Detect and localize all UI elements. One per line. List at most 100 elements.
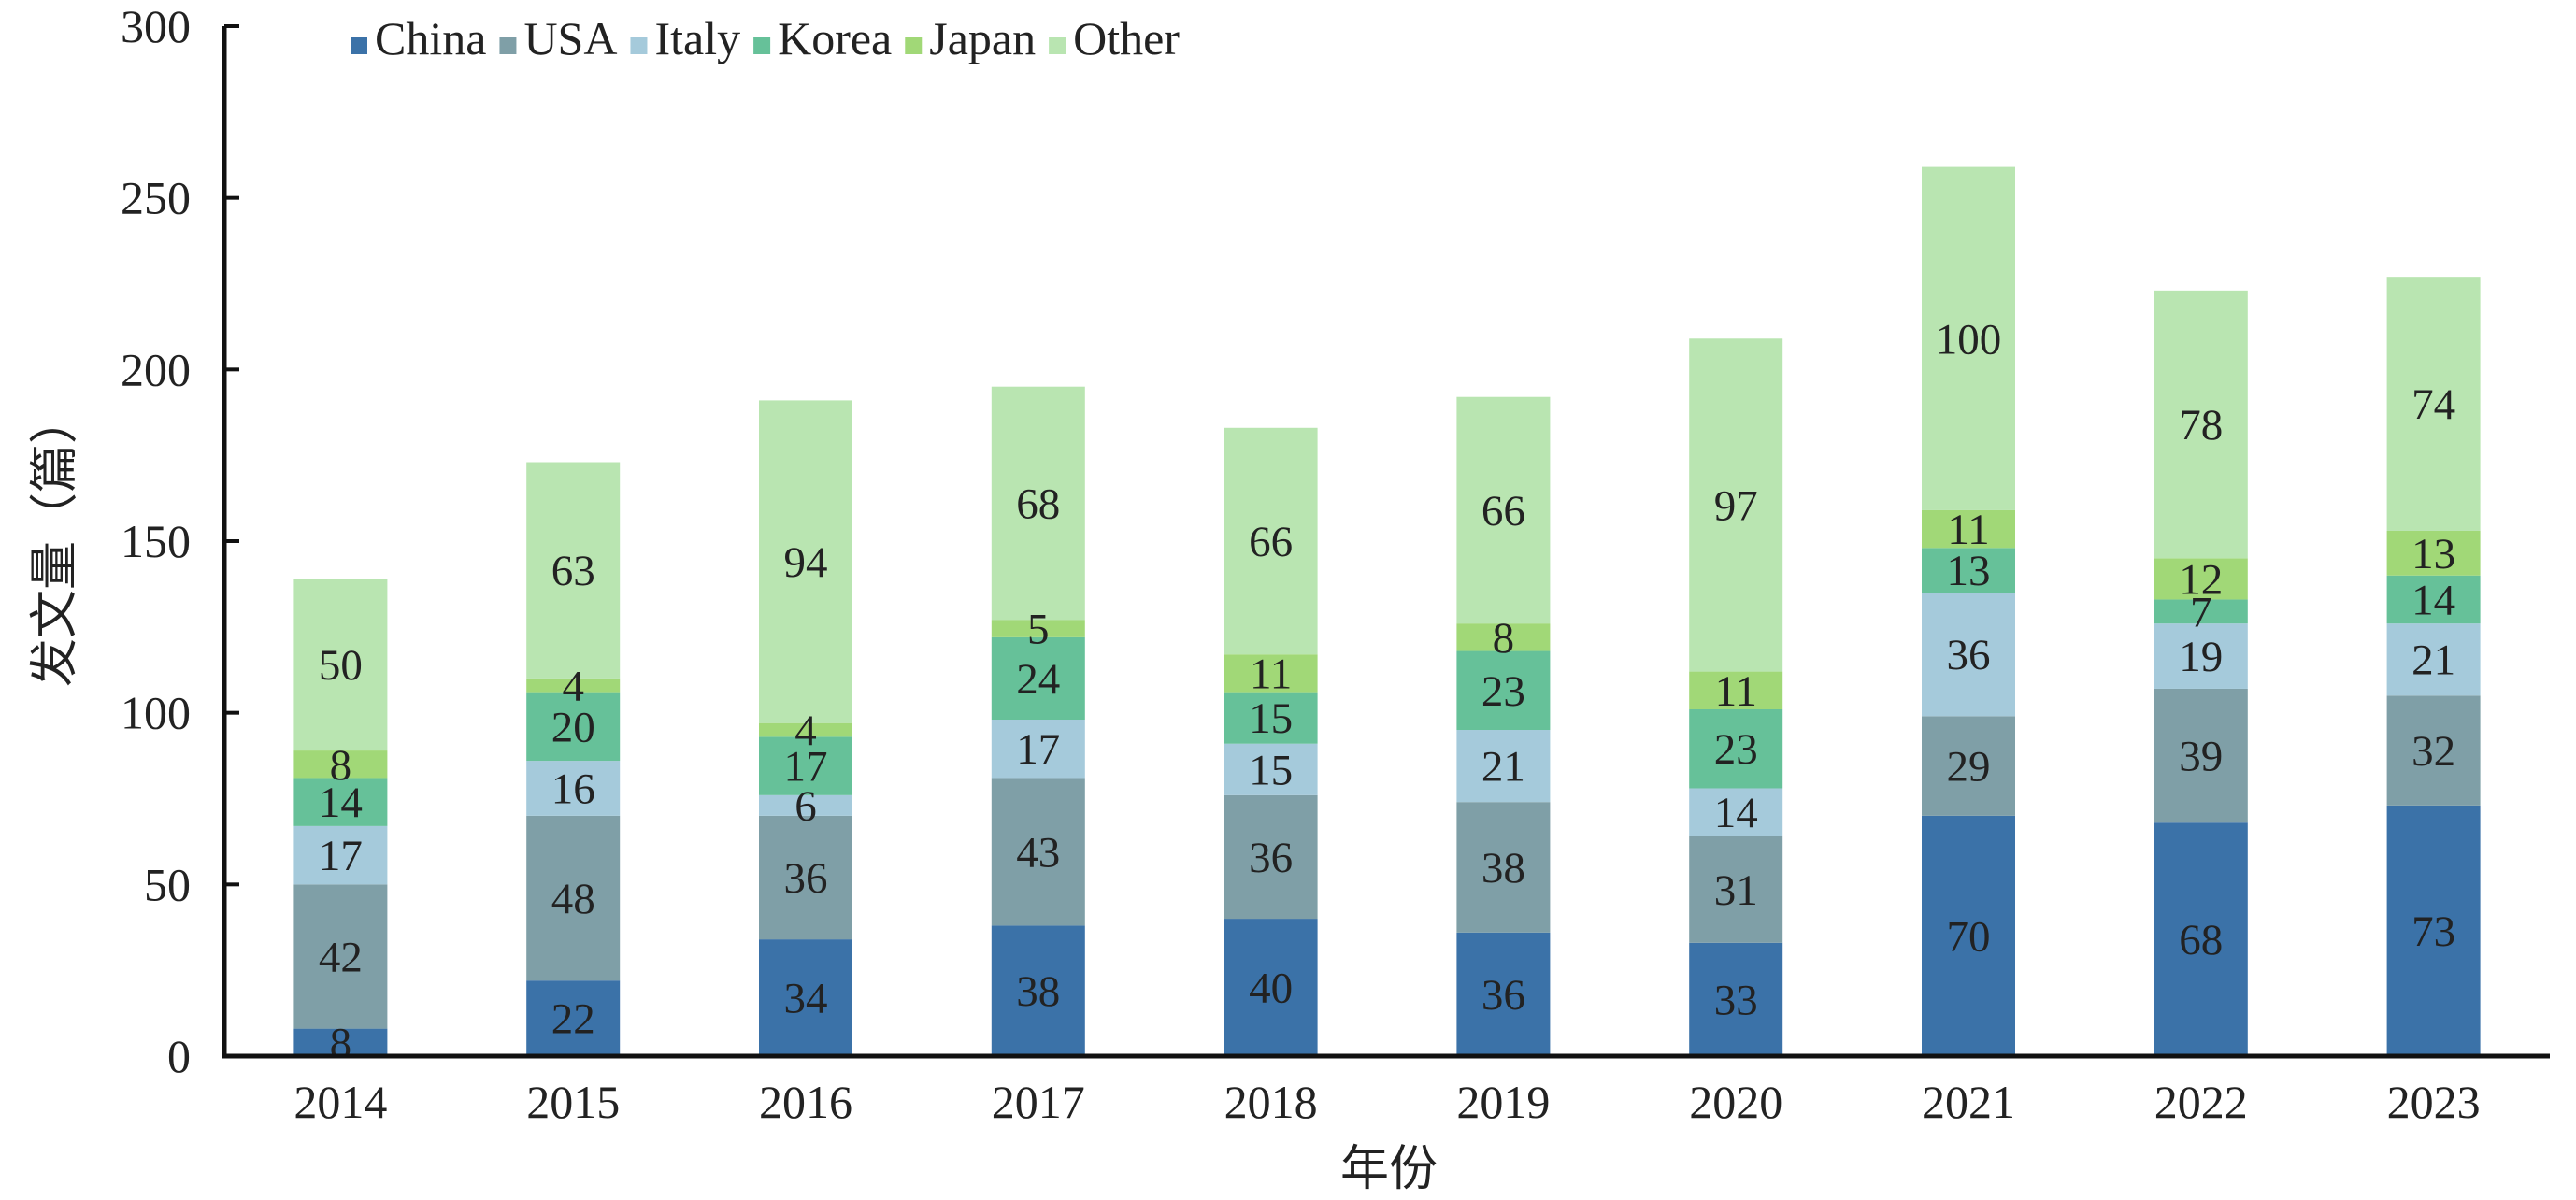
data-label-usa-2015: 48: [551, 875, 595, 923]
bar-segment-china-2022: [2154, 822, 2248, 1056]
bar-segment-other-2015: [526, 462, 621, 679]
x-tick-label-2020: 2020: [1689, 1076, 1782, 1128]
data-label-japan-2016: 4: [794, 707, 817, 755]
data-label-italy-2022: 19: [2179, 633, 2223, 681]
bar-segment-other-2018: [1224, 427, 1318, 655]
bar-segment-korea-2022: [2154, 599, 2248, 624]
data-label-italy-2021: 36: [1947, 631, 1991, 679]
data-label-usa-2018: 36: [1249, 834, 1293, 882]
legend-label-usa: USA: [523, 12, 617, 64]
y-tick-label-0: 0: [167, 1030, 191, 1082]
data-label-china-2015: 22: [551, 995, 595, 1044]
y-tick-label-100: 100: [121, 687, 191, 739]
bar-segment-italy-2016: [759, 794, 852, 816]
bar-segment-japan-2022: [2154, 558, 2248, 600]
x-tick-label-2016: 2016: [759, 1076, 852, 1128]
bar-segment-china-2021: [1922, 815, 2015, 1056]
data-label-other-2020: 97: [1714, 481, 1758, 530]
bar-segment-japan-2018: [1224, 654, 1318, 693]
bar-segment-usa-2017: [991, 778, 1085, 926]
data-label-korea-2014: 14: [319, 779, 363, 827]
data-label-italy-2014: 17: [319, 832, 363, 880]
bar-segment-japan-2023: [2386, 530, 2481, 576]
data-labels-layer: 8421714850224816204633436617494384317245…: [319, 315, 2455, 1067]
legend-label-italy: Italy: [654, 12, 740, 64]
x-tick-label-2015: 2015: [526, 1076, 620, 1128]
bar-segment-korea-2015: [526, 692, 621, 762]
bar-segment-italy-2014: [293, 825, 388, 885]
bar-segment-japan-2015: [526, 678, 621, 693]
bar-segment-china-2014: [293, 1028, 388, 1056]
bar-segment-other-2014: [293, 579, 388, 751]
bar-segment-korea-2016: [759, 736, 852, 795]
data-label-other-2015: 63: [551, 547, 595, 595]
legend-label-korea: Korea: [778, 12, 892, 64]
bar-segment-korea-2021: [1922, 548, 2015, 593]
bar-segment-japan-2016: [759, 722, 852, 737]
x-tick-label-2023: 2023: [2387, 1076, 2481, 1128]
bar-segment-china-2018: [1224, 919, 1318, 1056]
data-label-other-2023: 74: [2411, 380, 2455, 429]
legend-swatch-italy: [630, 37, 648, 54]
y-tick-label-200: 200: [121, 343, 191, 395]
legend-label-japan: Japan: [929, 12, 1036, 64]
x-tick-label-2017: 2017: [992, 1076, 1085, 1128]
data-label-china-2019: 36: [1481, 971, 1525, 1020]
data-label-italy-2018: 15: [1249, 746, 1293, 794]
bar-segment-korea-2020: [1689, 708, 1783, 789]
data-label-italy-2016: 6: [794, 782, 817, 831]
data-label-china-2018: 40: [1249, 964, 1293, 1013]
data-label-japan-2023: 13: [2411, 530, 2455, 579]
bar-segment-other-2021: [1922, 166, 2015, 510]
data-label-usa-2014: 42: [319, 933, 363, 981]
bar-segment-usa-2022: [2154, 688, 2248, 823]
bar-segment-other-2019: [1456, 396, 1551, 624]
data-label-japan-2020: 11: [1715, 667, 1757, 716]
bar-segment-italy-2019: [1456, 730, 1551, 803]
data-label-italy-2015: 16: [551, 764, 595, 813]
bar-segment-other-2020: [1689, 338, 1783, 672]
bar-segment-korea-2019: [1456, 650, 1551, 731]
bar-segment-usa-2021: [1922, 716, 2015, 816]
bar-segment-japan-2017: [991, 620, 1085, 637]
data-label-japan-2015: 4: [562, 662, 584, 710]
data-label-usa-2022: 39: [2179, 733, 2223, 781]
bar-segment-italy-2022: [2154, 623, 2248, 689]
bar-segment-italy-2018: [1224, 743, 1318, 795]
x-tick-label-2018: 2018: [1224, 1076, 1318, 1128]
legend-swatch-china: [351, 37, 367, 54]
data-label-usa-2016: 36: [784, 854, 828, 903]
data-label-usa-2023: 32: [2411, 727, 2455, 776]
data-label-korea-2020: 23: [1714, 725, 1758, 774]
bar-segment-italy-2015: [526, 761, 621, 816]
data-label-usa-2017: 43: [1016, 828, 1060, 877]
data-label-italy-2020: 14: [1714, 789, 1758, 837]
x-ticks-layer: 2014 2015 2016 2017 2018 2019 2020 2021 2022 2023: [293, 1076, 2480, 1128]
data-label-other-2016: 94: [784, 538, 828, 587]
data-label-china-2020: 33: [1714, 976, 1758, 1024]
bar-segment-china-2017: [991, 925, 1085, 1056]
data-label-korea-2018: 15: [1249, 694, 1293, 743]
bar-segment-korea-2014: [293, 778, 388, 826]
y-tick-label-300: 300: [121, 0, 191, 52]
y-tick-label-50: 50: [144, 858, 191, 910]
legend-label-other: Other: [1073, 12, 1180, 64]
bar-segment-usa-2018: [1224, 794, 1318, 920]
legend-swatch-korea: [753, 37, 771, 54]
data-label-other-2022: 78: [2179, 401, 2223, 450]
bar-segment-usa-2023: [2386, 695, 2481, 806]
data-label-china-2016: 34: [784, 975, 828, 1023]
data-label-italy-2023: 21: [2411, 636, 2455, 685]
legend-swatch-other: [1049, 37, 1066, 54]
y-ticks-layer: 0 50 100 150 200 250 300: [121, 0, 239, 1082]
data-label-china-2022: 68: [2179, 916, 2223, 964]
bars-layer: [293, 166, 2481, 1056]
bar-segment-korea-2017: [991, 636, 1085, 721]
bar-segment-china-2019: [1456, 932, 1551, 1056]
data-label-japan-2018: 11: [1250, 650, 1292, 698]
data-label-japan-2019: 8: [1493, 614, 1515, 663]
legend: China USA Italy Korea Japan Other: [351, 12, 1180, 64]
bar-segment-other-2016: [759, 400, 852, 723]
